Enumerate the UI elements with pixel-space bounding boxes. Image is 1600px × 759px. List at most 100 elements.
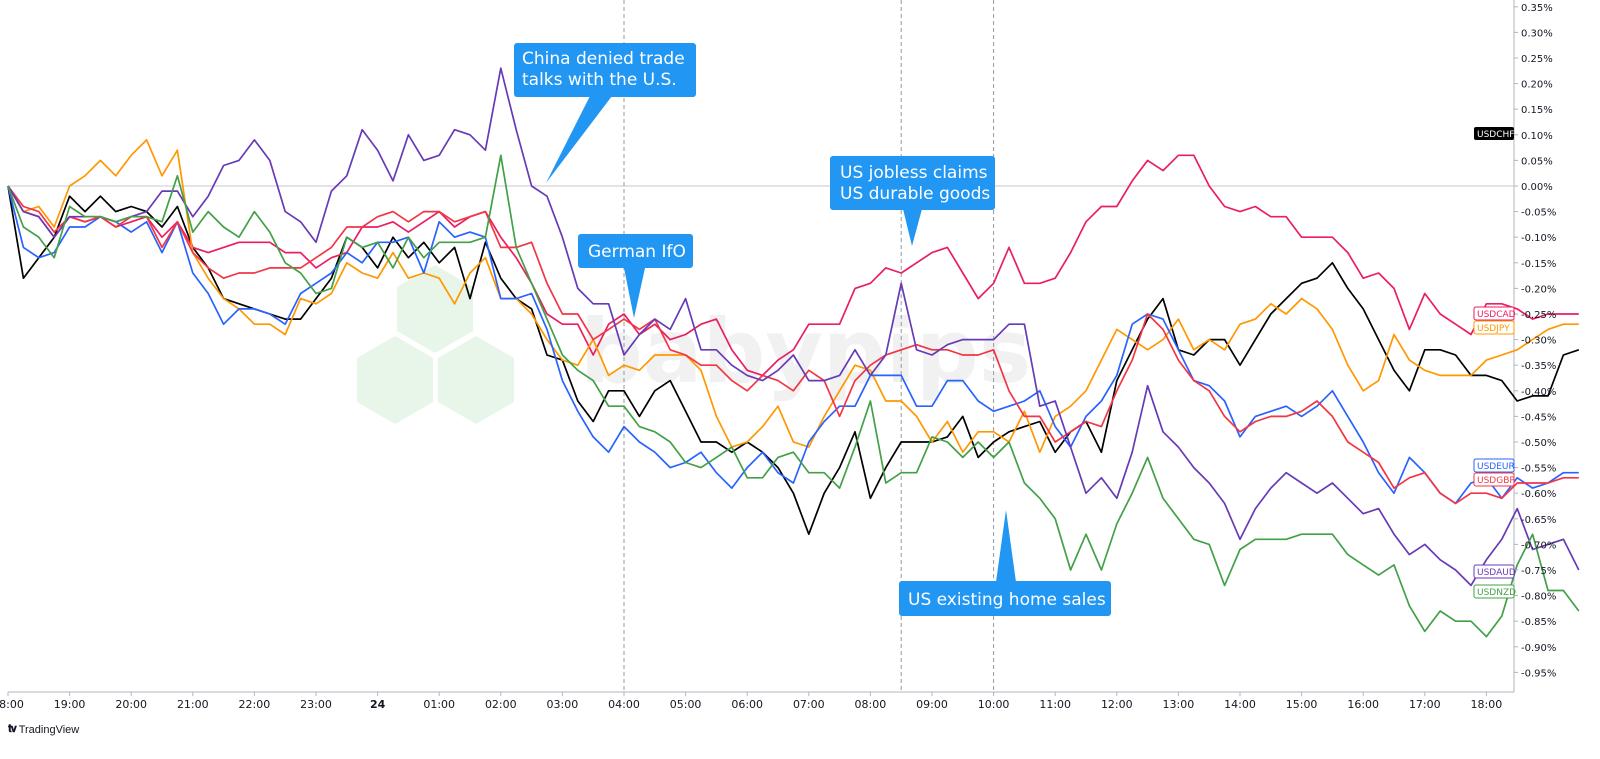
y-tick-label: -0.90%	[1521, 643, 1556, 654]
x-tick-label: 18:00	[1471, 698, 1503, 711]
tag-box	[1473, 472, 1515, 487]
chart-grid	[8, 0, 1515, 693]
y-tick-label: -0.35%	[1521, 361, 1556, 372]
y-tick-label: 0.00%	[1521, 182, 1553, 193]
y-tick-label: -0.15%	[1521, 259, 1556, 270]
callout-box	[514, 43, 696, 97]
hexagon-logo-icon	[356, 336, 434, 424]
series-line-usdgbp	[7, 185, 1579, 505]
series-line-usdcad	[7, 154, 1579, 377]
callout-box	[578, 234, 693, 268]
y-tick-label: -0.10%	[1521, 233, 1556, 244]
x-tick-label: 07:00	[793, 698, 825, 711]
callout-text: US jobless claims	[840, 163, 988, 183]
tag-label: USDGBP	[1477, 476, 1515, 486]
x-tick-label: 17:00	[1409, 698, 1441, 711]
x-tick-label: 18:00	[0, 698, 24, 711]
callout-pointer	[546, 96, 612, 183]
callout-box	[830, 156, 995, 210]
x-tick-label: 24	[370, 698, 386, 711]
x-tick-label: 13:00	[1163, 698, 1195, 711]
y-tick-label: -0.60%	[1521, 489, 1556, 500]
series-tag-usdnzd: USDNZD	[1473, 584, 1516, 599]
series-price-tags: USDCHF USDCAD USDJPY USDEUR USDGBP USDAUD USDN…	[1473, 127, 1516, 599]
y-tick-label: -0.40%	[1521, 387, 1556, 398]
x-tick-label: 15:00	[1286, 698, 1318, 711]
callout-pointer	[996, 510, 1016, 582]
x-tick-label: 05:00	[670, 698, 702, 711]
y-tick-label: 0.05%	[1521, 156, 1553, 167]
callout-text: German IfO	[588, 242, 686, 262]
tag-label: USDNZD	[1477, 588, 1516, 598]
tag-box	[1473, 584, 1515, 599]
series-line-usdjpy	[7, 139, 1579, 454]
tag-label: USDEUR	[1477, 462, 1515, 472]
y-tick-label: -0.85%	[1521, 617, 1556, 628]
x-tick-label: 01:00	[423, 698, 455, 711]
x-tick-label: 20:00	[115, 698, 147, 711]
tag-box	[1473, 458, 1515, 473]
annotation-callout: German IfO	[578, 234, 693, 318]
y-tick-label: 0.20%	[1521, 80, 1553, 91]
x-tick-label: 23:00	[300, 698, 332, 711]
tag-box	[1473, 306, 1515, 321]
x-tick-label: 04:00	[608, 698, 640, 711]
tag-label: USDCAD	[1477, 310, 1516, 320]
y-tick-label: 0.30%	[1521, 28, 1553, 39]
series-line-usdnzd	[7, 154, 1580, 638]
y-tick-label: 0.25%	[1521, 54, 1553, 65]
hexagon-logo-icon	[396, 265, 474, 353]
watermark-text: babypips	[580, 300, 1031, 403]
series-line-usdeur	[7, 185, 1579, 505]
y-tick-label: 0.10%	[1521, 131, 1553, 142]
series-tag-usdcad: USDCAD	[1473, 306, 1516, 321]
x-tick-label: 14:00	[1224, 698, 1256, 711]
y-tick-label: -0.70%	[1521, 540, 1556, 551]
x-tick-label: 19:00	[54, 698, 86, 711]
callout-pointer	[903, 209, 922, 246]
tag-label: USDAUD	[1477, 568, 1516, 578]
y-tick-label: -0.50%	[1521, 438, 1556, 449]
y-tick-label: 0.35%	[1521, 3, 1553, 14]
x-tick-label: 03:00	[547, 698, 579, 711]
y-tick-label: -0.05%	[1521, 208, 1556, 219]
y-axis: 0.35% 0.30% 0.25% 0.20% 0.15% 0.10% 0.05% 0.00%…	[1514, 3, 1556, 679]
y-tick-label: -0.80%	[1521, 592, 1556, 603]
tag-box	[1474, 127, 1514, 140]
tag-box	[1473, 564, 1515, 579]
callout-pointer	[624, 268, 645, 318]
tag-label: USDJPY	[1477, 324, 1510, 334]
x-tick-label: 11:00	[1039, 698, 1071, 711]
series-line-usdaud	[7, 67, 1580, 587]
series-tag-usdjpy: USDJPY	[1473, 320, 1515, 335]
x-axis: 18:00 19:00 20:00 21:00 22:00 23:00 24 01:00 02:…	[0, 692, 1502, 711]
hexagon-logo-icon	[437, 336, 515, 424]
y-tick-label: -0.30%	[1521, 336, 1556, 347]
series-tag-usdaud: USDAUD	[1473, 564, 1516, 579]
y-tick-label: -0.45%	[1521, 412, 1556, 423]
x-tick-label: 06:00	[731, 698, 763, 711]
x-tick-label: 16:00	[1347, 698, 1379, 711]
y-tick-label: -0.65%	[1521, 515, 1556, 526]
tradingview-brand[interactable]: 𝐭𝐯 TradingView	[8, 723, 79, 736]
tag-label: USDCHF	[1477, 130, 1514, 140]
annotation-callout: US existing home sales	[899, 510, 1111, 616]
callout-text: talks with the U.S.	[522, 70, 677, 90]
x-tick-label: 02:00	[485, 698, 517, 711]
x-tick-label: 09:00	[916, 698, 948, 711]
brand-label: TradingView	[18, 723, 80, 736]
y-tick-label: -0.55%	[1521, 464, 1556, 475]
callout-text: China denied trade	[522, 49, 685, 69]
y-tick-label: 0.15%	[1521, 105, 1553, 116]
series-tag-usdgbp: USDGBP	[1473, 472, 1515, 487]
babypips-watermark: babypips	[356, 265, 1031, 424]
series-tag-usdchf: USDCHF	[1474, 127, 1514, 140]
callout-box	[899, 581, 1111, 616]
callout-text: US durable goods	[840, 184, 990, 204]
x-tick-label: 10:00	[978, 698, 1010, 711]
y-tick-label: -0.25%	[1521, 310, 1556, 321]
y-tick-label: -0.95%	[1521, 668, 1556, 679]
y-tick-label: -0.75%	[1521, 566, 1556, 577]
